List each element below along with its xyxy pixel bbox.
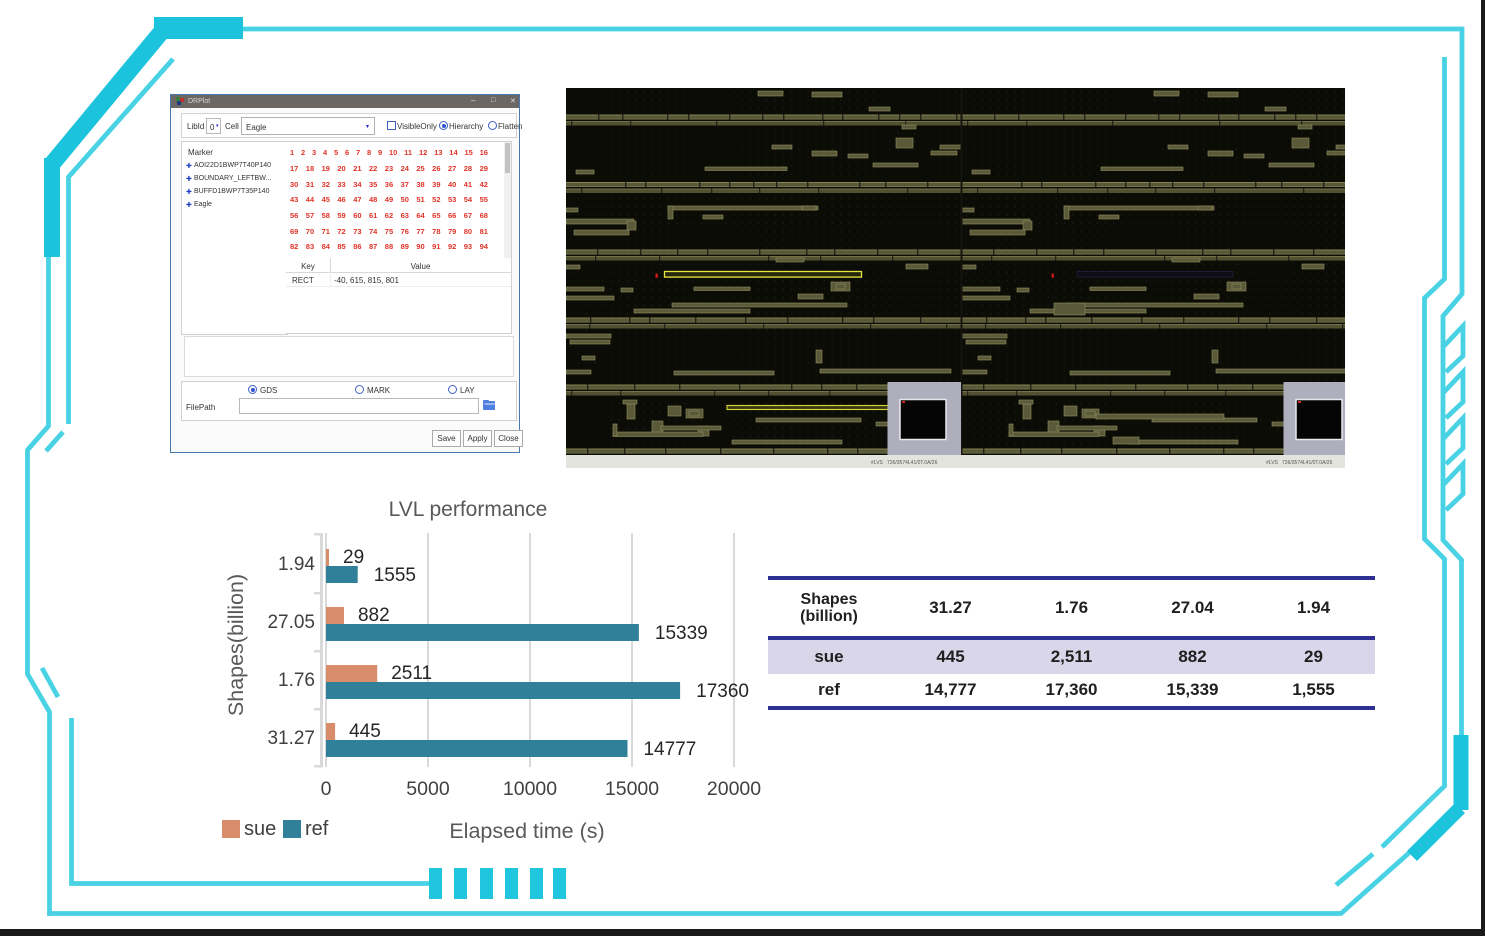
svg-text:1.76: 1.76 <box>278 670 315 691</box>
svg-text:27.05: 27.05 <box>267 612 315 633</box>
svg-text:14777: 14777 <box>643 739 696 760</box>
svg-text:31.27: 31.27 <box>267 728 315 749</box>
svg-text:445: 445 <box>349 721 381 742</box>
svg-text:2511: 2511 <box>391 663 432 684</box>
svg-text:882: 882 <box>358 605 390 626</box>
svg-text:LVL performance: LVL performance <box>389 498 548 521</box>
svg-text:1.94: 1.94 <box>278 554 315 575</box>
svg-text:5000: 5000 <box>406 778 450 800</box>
svg-text:0: 0 <box>321 778 332 800</box>
svg-text:10000: 10000 <box>503 778 557 800</box>
svg-text:29: 29 <box>343 547 364 568</box>
svg-text:15339: 15339 <box>655 623 708 644</box>
svg-text:1555: 1555 <box>374 565 416 586</box>
svg-text:#LVS 736/3574L41/0T.0A/26: #LVS 736/3574L41/0T.0A/26 <box>1266 460 1333 466</box>
svg-text:15000: 15000 <box>605 778 659 800</box>
svg-text:17360: 17360 <box>696 681 749 702</box>
svg-text:ref: ref <box>305 818 329 840</box>
svg-text:20000: 20000 <box>707 778 761 800</box>
svg-text:sue: sue <box>244 818 276 840</box>
svg-text:#LVS 736/3574L41/0T.0A/26: #LVS 736/3574L41/0T.0A/26 <box>871 460 938 466</box>
svg-text:Shapes(billion): Shapes(billion) <box>224 574 248 716</box>
svg-text:Elapsed time (s): Elapsed time (s) <box>449 819 604 843</box>
